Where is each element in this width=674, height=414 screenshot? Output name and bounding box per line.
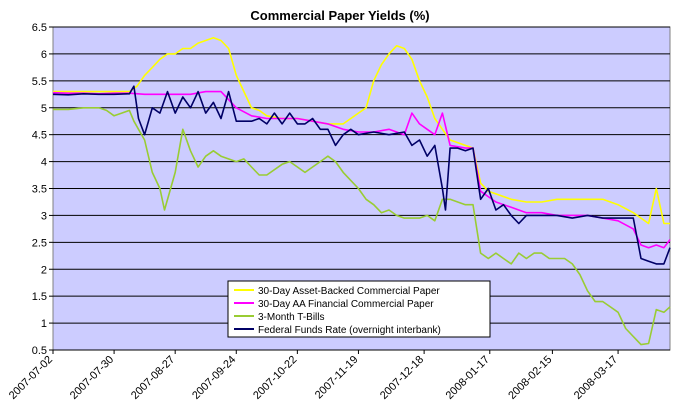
y-tick-label: 5.5 (32, 76, 47, 88)
x-axis: 2007-07-02 2007-07-30 2007-08-27 2007-09-24… (7, 350, 620, 402)
chart-title: Commercial Paper Yields (%) (250, 8, 429, 23)
y-tick-label: 6.5 (32, 22, 47, 34)
legend-label: 30-Day AA Financial Commercial Paper (258, 299, 434, 310)
x-tick-label: 2007-10-22 (251, 354, 299, 402)
y-tick-label: 3.5 (32, 184, 47, 196)
x-tick-label: 2008-03-17 (572, 354, 620, 402)
y-tick-label: 2.5 (32, 237, 47, 249)
y-tick-label: 6 (41, 49, 47, 61)
legend-label: 30-Day Asset-Backed Commercial Paper (258, 286, 440, 297)
y-tick-label: 0.5 (32, 345, 47, 357)
y-tick-label: 4 (41, 157, 47, 169)
x-tick-label: 2008-02-15 (506, 354, 554, 402)
y-tick-label: 5 (41, 103, 47, 115)
x-tick-label: 2007-07-30 (68, 354, 116, 402)
y-tick-label: 4.5 (32, 130, 47, 142)
legend-label: 3-Month T-Bills (258, 312, 325, 323)
legend: 30-Day Asset-Backed Commercial Paper 30-D… (227, 280, 491, 338)
series-line-1 (53, 37, 670, 225)
x-tick-label: 2008-01-17 (444, 354, 492, 402)
legend-box (227, 280, 491, 338)
legend-label: Federal Funds Rate (overnight interbank) (258, 325, 441, 336)
y-tick-label: 2 (41, 264, 47, 276)
y-tick-label: 3 (41, 210, 47, 222)
y-tick-label: 1 (41, 318, 47, 330)
series-line-3 (53, 107, 671, 346)
x-tick-label: 2007-11-19 (313, 354, 361, 402)
series-lines (52, 37, 671, 346)
series-line-4 (52, 85, 671, 265)
x-tick-label: 2007-12-18 (378, 354, 426, 402)
y-tick-label: 1.5 (32, 291, 47, 303)
x-tick-label: 2007-07-02 (7, 354, 55, 402)
y-axis: 0.5 1 1.5 2 2.5 3 3.5 4 4.5 5 5.5 6 6.5 (32, 22, 53, 357)
x-tick-label: 2007-08-27 (129, 354, 177, 402)
x-tick-label: 2007-09-24 (190, 354, 238, 402)
